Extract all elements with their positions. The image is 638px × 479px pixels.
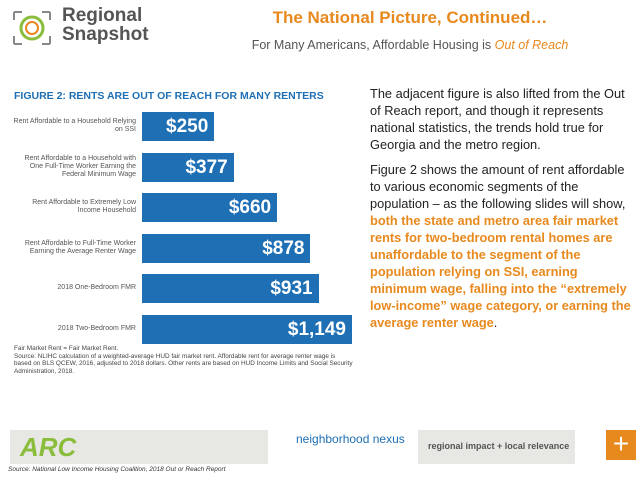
value-label: $250 xyxy=(166,116,209,137)
subtitle: For Many Americans, Affordable Housing i… xyxy=(190,38,630,52)
category-label: 2018 One-Bedroom FMR xyxy=(57,284,136,291)
subtitle-text: For Many Americans, Affordable Housing i… xyxy=(251,38,495,52)
plus-button[interactable]: + xyxy=(606,430,636,460)
bar: $1,149 xyxy=(142,314,352,344)
nexus-box xyxy=(268,430,418,464)
value-label: $1,149 xyxy=(287,318,346,340)
logo-text: Regional Snapshot xyxy=(62,5,149,45)
source: Source: National Low Income Housing Coal… xyxy=(8,466,226,473)
category-label: Rent Affordable to a Household Relying o… xyxy=(13,118,136,133)
figure-title: FIGURE 2: RENTS ARE OUT OF REACH FOR MAN… xyxy=(14,90,324,102)
logo-icon xyxy=(13,11,51,45)
note: Fair Market Rent = Fair Market Rent. xyxy=(14,345,119,352)
value-label: $660 xyxy=(228,197,272,218)
category-label: Rent Affordable to Full-Time Worker Earn… xyxy=(24,239,136,255)
bar: $878 xyxy=(142,233,311,263)
category-label: 2018 Two-Bedroom FMR xyxy=(57,324,136,332)
body-text: The adjacent figure is also lifted from … xyxy=(370,85,632,339)
value-label: $931 xyxy=(270,278,313,299)
category-label: Rent Affordable to Extremely Low Income … xyxy=(32,199,136,214)
nexus-logo: neighborhood nexus xyxy=(296,432,405,446)
category-label: Rent Affordable to a Household with One … xyxy=(24,154,136,178)
paragraph: The adjacent figure is also lifted from … xyxy=(370,85,632,153)
arc-logo: ARC xyxy=(20,432,77,462)
highlight: both the state and metro area fair marke… xyxy=(370,213,631,330)
tagline: regional impact + local relevance xyxy=(428,441,570,451)
text: The adjacent figure is also lifted from … xyxy=(370,86,625,152)
value-label: $878 xyxy=(262,237,305,259)
bar: $377 xyxy=(142,152,234,182)
note: Source: NLIHC calculation of a weighted-… xyxy=(14,352,353,375)
paragraph: Figure 2 shows the amount of rent afford… xyxy=(370,161,632,331)
subtitle-emphasis: Out of Reach xyxy=(494,38,569,52)
figure-notes: Fair Market Rent = Fair Market Rent. Sour… xyxy=(14,345,354,375)
value-label: $377 xyxy=(185,156,228,178)
text: . xyxy=(493,315,498,330)
bar: $660 xyxy=(142,193,278,222)
bar: $250 xyxy=(142,112,215,141)
text: Figure 2 shows the amount of rent afford… xyxy=(370,162,626,211)
bar: $931 xyxy=(142,274,319,303)
chart: Rent Affordable to a Household Relying o… xyxy=(0,0,360,420)
title: The National Picture, Continued… xyxy=(272,8,548,27)
